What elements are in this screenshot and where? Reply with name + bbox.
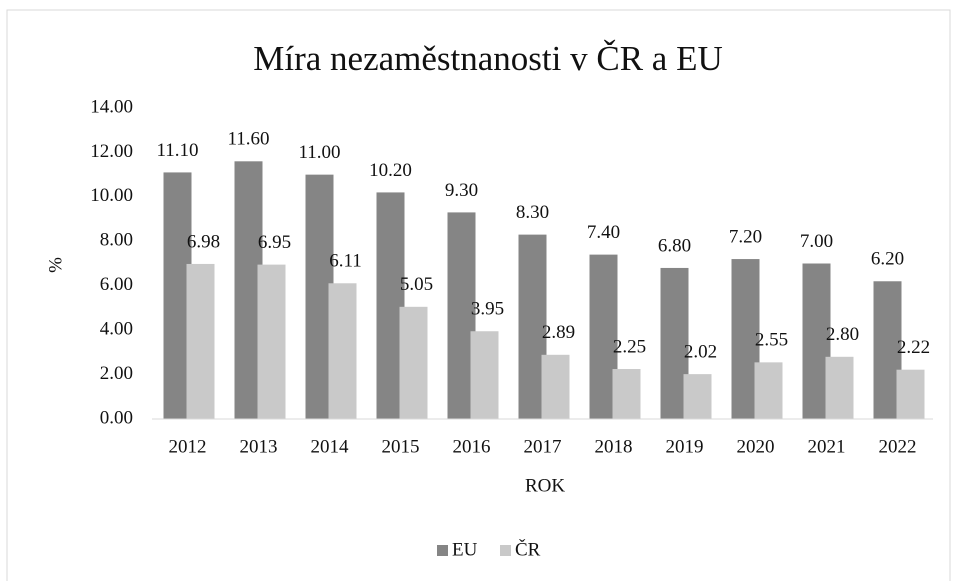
y-tick-label: 0.00 <box>100 407 133 428</box>
y-tick-label: 12.00 <box>90 141 133 162</box>
y-axis-label: % <box>45 257 66 273</box>
data-label: 11.60 <box>227 129 269 150</box>
data-label: 6.98 <box>187 231 220 252</box>
y-tick-label: 2.00 <box>100 363 133 384</box>
x-tick-label: 2013 <box>240 436 278 457</box>
data-label: 9.30 <box>445 180 478 201</box>
data-label: 2.55 <box>755 330 788 351</box>
x-tick-label: 2018 <box>595 436 633 457</box>
bar <box>612 369 641 419</box>
legend-label: ČR <box>515 538 541 560</box>
bar <box>186 263 215 419</box>
x-tick-label: 2017 <box>524 436 562 457</box>
data-label: 2.02 <box>684 341 717 362</box>
x-tick-label: 2012 <box>169 436 207 457</box>
bar <box>683 374 712 419</box>
y-tick-label: 4.00 <box>100 319 133 340</box>
bar <box>825 356 854 419</box>
bar <box>399 306 428 419</box>
bar <box>754 362 783 419</box>
data-label: 7.00 <box>800 231 833 252</box>
legend-label: EU <box>452 539 478 560</box>
data-label: 6.11 <box>329 251 362 272</box>
data-label: 7.20 <box>729 226 762 247</box>
legend-swatch <box>437 545 448 556</box>
data-label: 7.40 <box>587 222 620 243</box>
x-tick-label: 2014 <box>311 436 350 457</box>
y-tick-label: 8.00 <box>100 230 133 251</box>
legend-swatch <box>500 545 511 556</box>
data-label: 6.20 <box>871 249 904 270</box>
y-tick-label: 14.00 <box>90 96 133 117</box>
y-tick-label: 6.00 <box>100 274 133 295</box>
x-tick-label: 2021 <box>808 436 846 457</box>
x-tick-label: 2016 <box>453 436 491 457</box>
data-label: 6.95 <box>258 232 291 253</box>
data-label: 2.89 <box>542 322 575 343</box>
data-label: 11.10 <box>156 140 198 161</box>
x-tick-label: 2020 <box>737 436 775 457</box>
data-label: 2.22 <box>897 337 930 358</box>
bar <box>328 283 357 419</box>
bar <box>470 331 499 419</box>
x-tick-label: 2019 <box>666 436 704 457</box>
data-label: 11.00 <box>298 142 340 163</box>
data-label: 10.20 <box>369 160 412 181</box>
bar <box>896 369 925 419</box>
data-label: 8.30 <box>516 202 549 223</box>
data-label: 5.05 <box>400 274 433 295</box>
chart-title: Míra nezaměstnanosti v ČR a EU <box>253 38 722 78</box>
x-axis-label: ROK <box>525 475 565 496</box>
data-label: 3.95 <box>471 299 504 320</box>
data-label: 6.80 <box>658 235 691 256</box>
bar <box>541 354 570 419</box>
x-tick-label: 2015 <box>382 436 420 457</box>
bar <box>257 264 286 419</box>
data-label: 2.25 <box>613 336 646 357</box>
x-tick-label: 2022 <box>879 436 917 457</box>
y-tick-label: 10.00 <box>90 185 133 206</box>
data-label: 2.80 <box>826 324 859 345</box>
